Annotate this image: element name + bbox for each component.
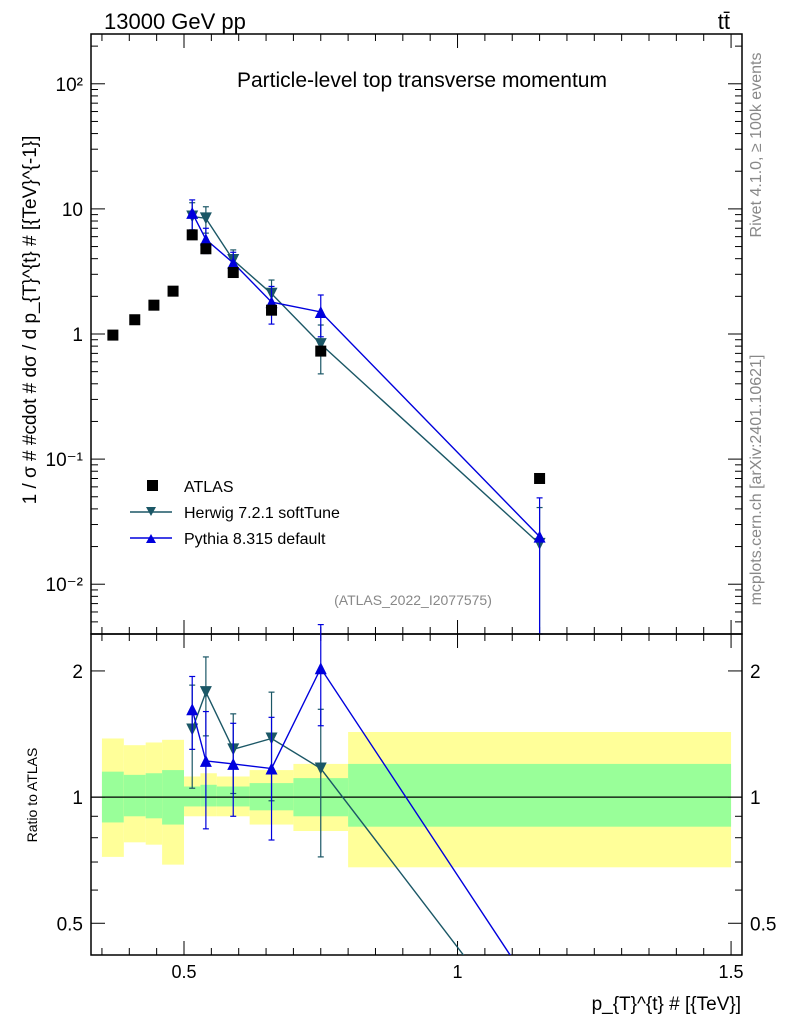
ratio-band-inner xyxy=(145,773,163,819)
atlas-data-point xyxy=(148,299,160,311)
ratio-y-tick-label-left: 1 xyxy=(72,788,83,809)
legend-pythia-label: Pythia 8.315 default xyxy=(184,531,326,548)
ratio-y-tick-label-right: 2 xyxy=(750,662,761,683)
pythia-marker xyxy=(533,530,546,543)
x-axis-label: p_{T}^{t} # [{TeV}] xyxy=(592,994,741,1015)
legend-atlas-marker xyxy=(147,480,158,491)
herwig-marker xyxy=(314,338,327,351)
mcplots-label: mcplots.cern.ch [arXiv:2401.10621] xyxy=(748,355,765,606)
y-tick-label: 1 xyxy=(72,325,83,346)
atlas-data-point xyxy=(167,285,179,297)
ratio-band-inner xyxy=(184,786,201,807)
herwig-ratio-marker xyxy=(199,686,212,699)
y-tick-label: 10⁻¹ xyxy=(46,450,84,471)
ratio-y-tick-label-left: 0.5 xyxy=(57,914,83,935)
analysis-watermark: (ATLAS_2022_I2077575) xyxy=(334,592,492,608)
ratio-band-inner xyxy=(348,763,732,827)
pythia-line xyxy=(191,212,541,538)
atlas-data-point xyxy=(186,229,198,241)
legend-herwig-label: Herwig 7.2.1 softTune xyxy=(184,505,340,522)
ratio-frame xyxy=(90,633,743,956)
atlas-data-point xyxy=(200,243,212,255)
ratio-panel: 0.5 1 1.5 0.5 0.5 1 1 2 2 xyxy=(57,623,776,982)
energy-label: 13000 GeV pp xyxy=(104,9,246,34)
legend: ATLAS Herwig 7.2.1 softTune Pythia 8.315… xyxy=(130,479,340,548)
pythia-ratio-line xyxy=(191,666,511,955)
herwig-ratio-line xyxy=(191,690,465,955)
pythia-marker xyxy=(199,233,212,246)
ratio-y-tick-label-right: 1 xyxy=(750,788,761,809)
ratio-band-inner xyxy=(123,774,146,817)
atlas-data-point xyxy=(227,267,239,279)
y-tick-label: 10 xyxy=(62,200,83,221)
main-title: Particle-level top transverse momentum xyxy=(237,69,607,92)
pythia-ratio-marker xyxy=(314,662,327,675)
pythia-ratio-marker xyxy=(265,762,278,775)
main-y-axis-label: 1 / σ # #cdot # dσ / d p_{T}^{t} # [{TeV… xyxy=(20,136,41,505)
atlas-data-point xyxy=(534,472,546,484)
atlas-data-point xyxy=(129,314,141,326)
y-tick-label: 10² xyxy=(56,75,83,96)
pythia-ratio-marker xyxy=(227,757,240,770)
x-tick-label: 0.5 xyxy=(171,962,196,982)
herwig-line xyxy=(192,215,541,545)
ratio-y-tick-label-right: 0.5 xyxy=(750,914,776,935)
legend-herwig-marker xyxy=(146,507,156,516)
rivet-label: Rivet 4.1.0, ≥ 100k events xyxy=(748,53,765,238)
x-tick-label: 1 xyxy=(453,962,463,982)
atlas-data-point xyxy=(107,329,119,341)
y-tick-label: 10⁻² xyxy=(46,575,84,596)
pythia-marker xyxy=(186,206,199,219)
ratio-y-tick-label-left: 2 xyxy=(72,662,83,683)
ratio-y-axis-label: Ratio to ATLAS xyxy=(24,748,40,843)
herwig-ratio-marker xyxy=(314,762,327,775)
atlas-data-point xyxy=(266,304,278,316)
herwig-marker xyxy=(199,212,212,225)
pythia-ratio-marker xyxy=(186,703,199,716)
pythia-marker xyxy=(227,256,240,269)
main-panel: 10⁻² 10⁻¹ 1 10 10² xyxy=(46,33,743,635)
ratio-band-inner xyxy=(200,784,217,807)
pythia-ratio-marker xyxy=(199,754,212,767)
atlas-data-point xyxy=(315,345,327,357)
process-label: tt̄ xyxy=(718,9,730,34)
legend-atlas-label: ATLAS xyxy=(184,479,234,496)
pythia-marker xyxy=(314,305,327,318)
x-tick-label: 1.5 xyxy=(719,962,744,982)
legend-pythia-marker xyxy=(146,534,156,543)
